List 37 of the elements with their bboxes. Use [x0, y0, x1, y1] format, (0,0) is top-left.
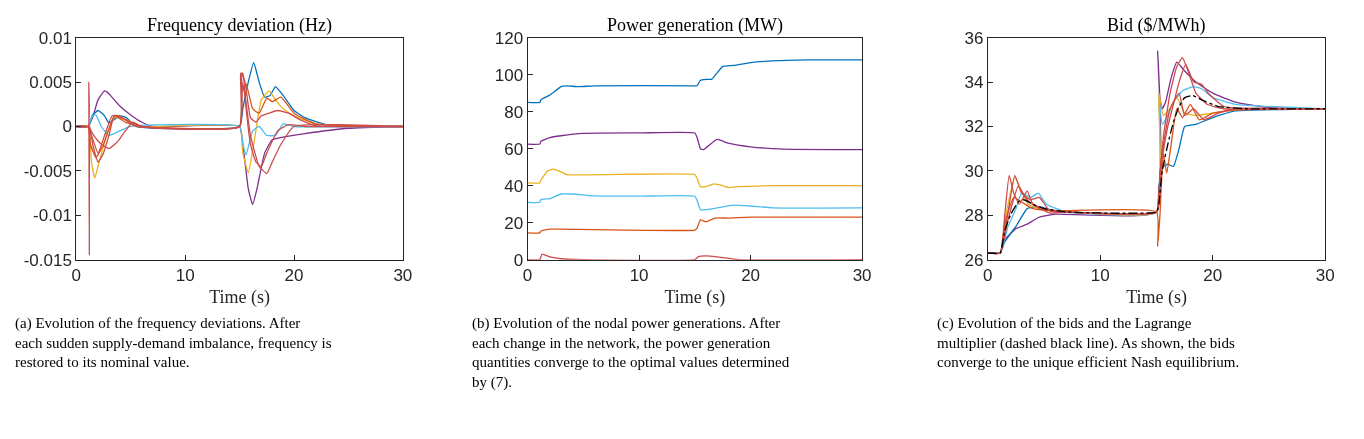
y-tick-label: 0 — [513, 250, 524, 270]
y-tick-label: 0.01 — [38, 28, 72, 48]
x-axis-title: Time (s) — [664, 287, 726, 309]
y-tick-label: -0.015 — [23, 250, 72, 270]
text: (c) Evolution of the bids and the Lagrange multiplier (dashed black line). As shown, the bids converge to the unique efficient Nash equilibrium. — [937, 315, 1240, 370]
chart-title: Frequency deviation (Hz) — [147, 15, 332, 36]
y-tick-label: -0.01 — [33, 206, 72, 226]
x-tick-label: 10 — [629, 266, 649, 286]
y-tick-label: 40 — [504, 176, 524, 196]
x-tick-label: 20 — [284, 266, 304, 286]
x-tick-label: 20 — [1203, 266, 1223, 286]
text: (a) Evolution of the frequency deviations. After each sudden supply-demand imbalance, frequency is restored to its nominal value. — [15, 315, 332, 370]
y-tick-label: 100 — [494, 65, 524, 85]
x-tick-label: 30 — [852, 266, 872, 286]
y-tick-label: 60 — [504, 139, 524, 159]
x-tick-label: 30 — [393, 266, 413, 286]
y-tick-label: 20 — [504, 213, 524, 233]
y-tick-label: 30 — [964, 161, 984, 181]
text: (b) Evolution of the nodal power generations. After each change in the network, the power generation quantities converge to the optimal values determined by (7). — [472, 315, 790, 391]
y-tick-label: 80 — [504, 102, 524, 122]
chart-title: Bid ($/MWh) — [1107, 15, 1206, 36]
x-tick-label: 20 — [741, 266, 761, 286]
y-tick-label: 28 — [964, 206, 984, 226]
y-tick-label: 34 — [964, 73, 984, 93]
y-tick-label: 120 — [494, 28, 524, 48]
y-tick-label: 26 — [964, 250, 984, 270]
chart-title: Power generation (MW) — [607, 15, 783, 36]
y-tick-label: 36 — [964, 28, 984, 48]
x-axis-title: Time (s) — [209, 287, 270, 309]
x-tick-label: 30 — [1315, 266, 1335, 286]
y-tick-label: 32 — [964, 117, 984, 137]
x-tick-label: 10 — [1090, 266, 1110, 286]
y-tick-label: 0 — [62, 117, 72, 137]
x-tick-label: 10 — [175, 266, 195, 286]
x-axis-title: Time (s) — [1126, 287, 1187, 309]
y-tick-label: 0.005 — [29, 73, 72, 93]
y-tick-label: -0.005 — [23, 161, 72, 181]
